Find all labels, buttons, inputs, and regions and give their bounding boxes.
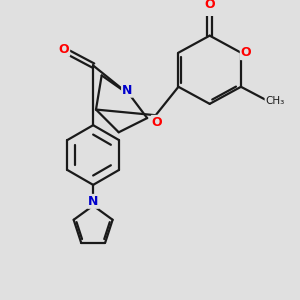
Text: O: O: [204, 0, 215, 11]
Text: N: N: [122, 84, 132, 97]
Text: O: O: [152, 116, 162, 129]
Text: N: N: [88, 195, 98, 208]
Text: O: O: [241, 46, 251, 59]
Text: O: O: [58, 43, 69, 56]
Text: CH₃: CH₃: [266, 96, 285, 106]
